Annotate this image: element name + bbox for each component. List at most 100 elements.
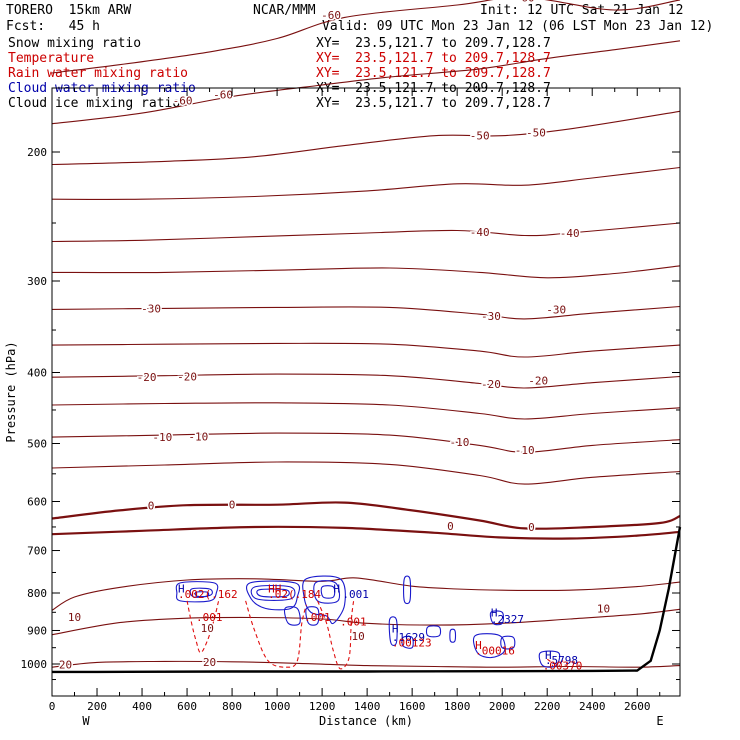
temperature-label-25: 10 — [351, 630, 364, 643]
legend-label-cloud-water: Cloud water mixing ratio — [8, 81, 196, 96]
temperature-contour-3 — [51, 166, 681, 200]
temperature-label-27: 20 — [59, 659, 72, 672]
mixing-ratio-label-13: .2327 — [491, 613, 524, 626]
temperature-label-26: 10 — [597, 603, 610, 616]
temperature-label-10: -30 — [546, 303, 566, 316]
temperature-label-6: -40 — [470, 226, 490, 239]
cloud-water-contour-4 — [250, 584, 296, 601]
temperature-label-8: -30 — [141, 302, 161, 315]
temperature-label-3: -60 — [213, 89, 233, 102]
mixing-ratio-label-15: .00016 — [475, 644, 515, 657]
cloud-water-contour-18 — [500, 635, 516, 650]
y-tick-label-6: 800 — [27, 587, 47, 600]
x-tick-label-5: 1000 — [264, 700, 291, 713]
cloud-water-contours — [175, 575, 561, 668]
x-tick-label-6: 1200 — [309, 700, 336, 713]
temperature-contour-0 — [51, 0, 681, 74]
terrain-surface — [52, 526, 682, 674]
mixing-ratio-label-16: H — [545, 649, 552, 662]
x-tick-label-7: 1400 — [354, 700, 381, 713]
cloud-water-contour-10 — [305, 606, 320, 626]
mixing-ratio-label-8: .001 — [340, 616, 367, 629]
x-tick-label-1: 200 — [87, 700, 107, 713]
rain-water-contour-1 — [245, 600, 307, 668]
center-title: NCAR/MMM — [253, 3, 316, 18]
temperature-label-22: 0 — [528, 521, 535, 534]
temperature-contour-16 — [51, 660, 681, 668]
cloud-water-contour-1 — [189, 587, 213, 598]
temperature-contour-5 — [51, 265, 681, 279]
temperature-contour-8 — [51, 373, 681, 389]
cloud-water-contour-17 — [489, 610, 505, 626]
mixing-ratio-label-14: H — [475, 639, 482, 652]
temperature-contour-14 — [51, 577, 681, 611]
mixing-ratio-label-5: .001 — [342, 588, 369, 601]
legend-xy-snow: XY= 23.5,121.7 to 209.7,128.7 — [316, 36, 551, 51]
terrain-line — [52, 526, 682, 674]
x-axis-title: Distance (km) — [319, 714, 413, 728]
y-tick-label-0: 200 — [27, 146, 47, 159]
temperature-label-4: -50 — [470, 130, 490, 143]
mixing-ratio-label-1: .002(.162 — [178, 588, 238, 601]
west-label: W — [82, 714, 90, 728]
temperature-contour-2 — [51, 110, 681, 166]
mixing-ratio-label-2: HH — [268, 583, 281, 596]
cloud-water-contour-16 — [472, 633, 506, 659]
temperature-contour-1 — [51, 40, 681, 125]
valid-time: Valid: 09 UTC Mon 23 Jan 12 (06 LST Mon … — [322, 19, 714, 34]
y-tick-label-8: 1000 — [21, 658, 48, 671]
cloud-water-contour-3 — [246, 580, 301, 611]
temperature-contour-10 — [51, 432, 681, 453]
temperature-contour-7 — [51, 342, 681, 358]
legend-xy-temperature: XY= 23.5,121.7 to 209.7,128.7 — [316, 51, 551, 66]
temperature-contour-9 — [51, 402, 681, 420]
temperature-label-9: -30 — [481, 310, 501, 323]
x-tick-label-2: 400 — [132, 700, 152, 713]
cloud-water-contour-19 — [538, 650, 561, 668]
cloud-water-contour-2 — [194, 591, 210, 598]
x-tick-label-13: 2600 — [624, 700, 651, 713]
axes: 0 200 400 600 800 1000 1200 1400 1600 1800 2000 220… — [21, 88, 680, 713]
x-tick-label-8: 1600 — [399, 700, 426, 713]
temperature-label-12: -20 — [177, 370, 197, 383]
cloud-water-contour-7 — [313, 580, 341, 604]
mixing-ratio-label-18: .00370 — [543, 660, 583, 673]
x-tick-label-0: 0 — [49, 700, 56, 713]
mixing-ratio-label-10: .1629 — [392, 631, 425, 644]
temperature-contour-6 — [51, 305, 681, 320]
mixing-ratio-labels: H.002(.162 HH.02(.184 H .001.001.001.001H.1… — [178, 583, 582, 673]
x-tick-label-12: 2400 — [579, 700, 606, 713]
x-tick-label-3: 600 — [177, 700, 197, 713]
y-tick-label-2: 400 — [27, 367, 47, 380]
x-tick-label-11: 2200 — [534, 700, 561, 713]
cloud-water-contour-8 — [320, 585, 336, 599]
cloud-water-contour-0 — [175, 581, 219, 603]
x-tick-label-9: 1800 — [444, 700, 471, 713]
mixing-ratio-label-6: .001 — [196, 611, 223, 624]
cloud-water-contour-9 — [283, 606, 301, 626]
model-title: TORERO 15km ARW — [6, 3, 132, 18]
east-label: E — [656, 714, 663, 728]
mixing-ratio-label-12: H — [491, 606, 498, 619]
temperature-label-1: -60 — [515, 0, 535, 4]
mixing-ratio-label-17: .5798 — [545, 654, 578, 667]
temperature-label-16: -10 — [188, 430, 208, 443]
rain-water-contours — [186, 600, 566, 670]
y-tick-label-1: 300 — [27, 275, 47, 288]
legend-label-snow: Snow mixing ratio — [8, 36, 142, 51]
temperature-contours — [51, 0, 681, 668]
cloud-water-contour-14 — [425, 625, 442, 638]
cloud-water-contour-6 — [302, 575, 346, 625]
temperature-label-11: -20 — [137, 371, 157, 384]
x-tick-label-4: 800 — [222, 700, 242, 713]
temperature-label-24: 10 — [201, 622, 214, 635]
temperature-label-2: -60 — [173, 94, 193, 107]
temperature-label-18: -10 — [515, 444, 535, 457]
cloud-water-contour-12 — [388, 616, 398, 646]
forecast-hour: Fcst: 45 h — [6, 19, 100, 34]
temperature-contour-11 — [51, 461, 681, 485]
temperature-label-7: -40 — [560, 227, 580, 240]
y-tick-label-4: 600 — [27, 495, 47, 508]
cloud-water-contour-15 — [449, 628, 457, 643]
